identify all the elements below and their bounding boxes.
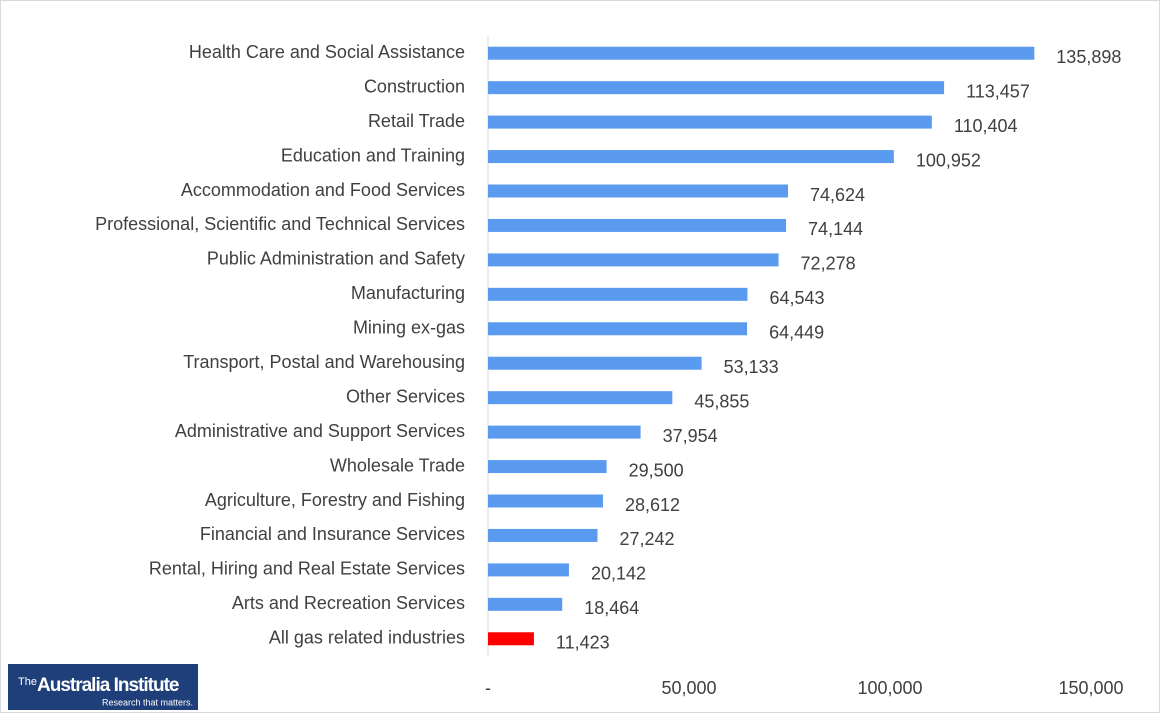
y-tick-label: Other Services	[346, 386, 465, 406]
bar	[488, 115, 932, 129]
data-label: 113,457	[966, 81, 1030, 101]
logo-box	[8, 664, 198, 710]
data-label: 37,954	[663, 426, 718, 446]
y-tick-label: All gas related industries	[269, 628, 465, 648]
logo-name: Australia Institute	[37, 675, 179, 696]
y-tick-label: Agriculture, Forestry and Fishing	[205, 490, 465, 510]
bar	[488, 150, 894, 164]
y-tick-label: Financial and Insurance Services	[200, 524, 465, 544]
bar	[488, 322, 748, 336]
data-label: 53,133	[724, 357, 779, 377]
data-label: 20,142	[591, 564, 646, 584]
bar	[488, 218, 787, 232]
bar	[488, 563, 569, 577]
y-tick-label: Retail Trade	[368, 111, 465, 131]
y-tick-label: Public Administration and Safety	[207, 249, 465, 269]
y-tick-label: Transport, Postal and Warehousing	[183, 352, 465, 372]
y-tick-label: Education and Training	[281, 145, 465, 165]
logo-tagline: Research that matters.	[102, 697, 193, 707]
bar	[488, 391, 673, 405]
data-label: 29,500	[629, 460, 684, 480]
y-tick-label: Arts and Recreation Services	[232, 593, 465, 613]
data-label: 74,144	[808, 219, 863, 239]
y-tick-label: Mining ex-gas	[353, 318, 465, 338]
logo: The Australia Institute Research that ma…	[8, 664, 198, 710]
data-label: 27,242	[620, 529, 675, 549]
y-tick-label: Accommodation and Food Services	[181, 180, 465, 200]
bar	[488, 287, 748, 301]
data-label: 45,855	[694, 391, 749, 411]
x-tick-label: 100,000	[857, 678, 922, 698]
bar	[488, 253, 779, 267]
y-tick-label: Health Care and Social Assistance	[189, 42, 465, 62]
data-label: 135,898	[1056, 47, 1121, 67]
logo-prefix: The	[18, 676, 37, 688]
data-label: 110,404	[954, 116, 1018, 136]
x-tick-label: 150,000	[1058, 678, 1123, 698]
data-label: 11,423	[556, 633, 610, 653]
bar	[488, 528, 598, 542]
x-tick-label: 50,000	[661, 678, 716, 698]
y-tick-label: Administrative and Support Services	[175, 421, 465, 441]
bar	[488, 184, 788, 198]
bar	[488, 46, 1035, 60]
x-tick-label: -	[485, 678, 491, 698]
data-label: 28,612	[625, 495, 680, 515]
data-label: 64,449	[769, 323, 824, 343]
y-tick-label: Wholesale Trade	[330, 455, 465, 475]
bar	[488, 81, 945, 95]
y-tick-label: Construction	[364, 76, 465, 96]
y-tick-label: Professional, Scientific and Technical S…	[95, 214, 465, 234]
y-tick-label: Rental, Hiring and Real Estate Services	[149, 559, 465, 579]
bar	[488, 425, 641, 439]
data-label: 74,624	[810, 185, 865, 205]
data-label: 18,464	[584, 598, 639, 618]
bar	[488, 597, 563, 611]
data-label: 100,952	[916, 150, 981, 170]
data-label: 64,543	[769, 288, 824, 308]
bar	[488, 632, 534, 646]
bar	[488, 356, 702, 370]
bar	[488, 494, 604, 508]
data-label: 72,278	[801, 254, 856, 274]
y-tick-label: Manufacturing	[351, 283, 465, 303]
bar	[488, 460, 607, 474]
